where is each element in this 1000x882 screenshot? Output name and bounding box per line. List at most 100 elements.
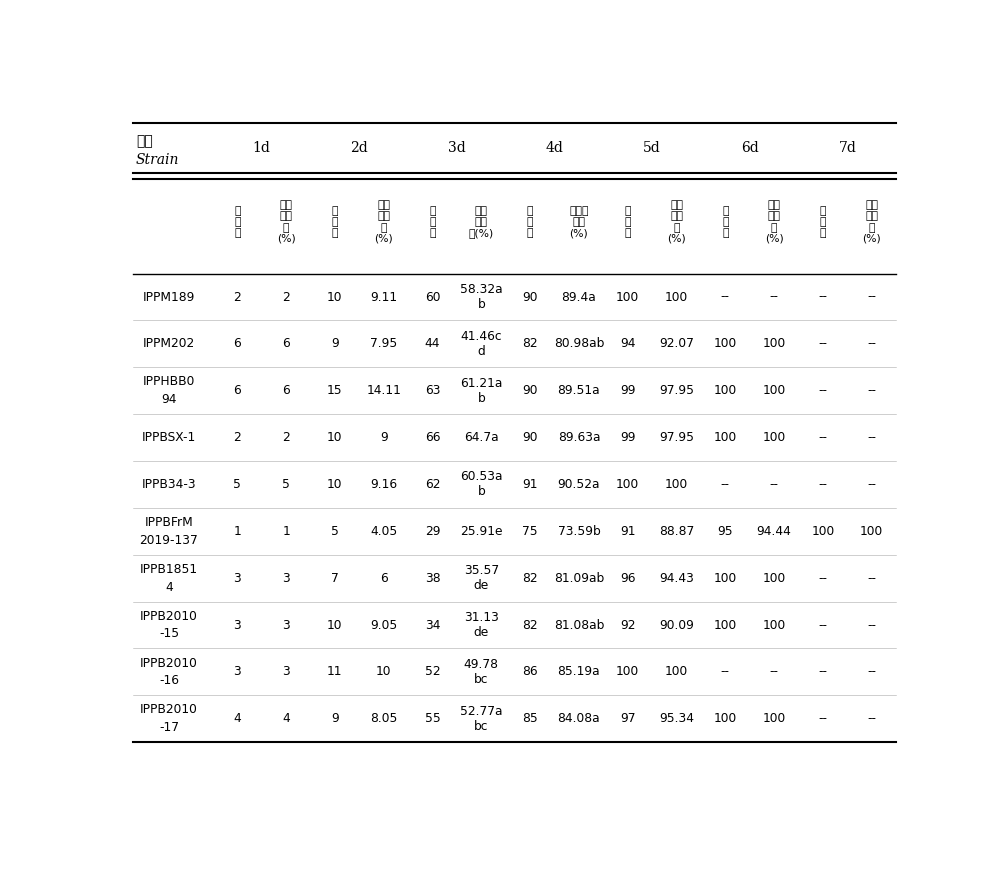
Text: IPPM202: IPPM202 (143, 338, 195, 350)
Text: 97.95: 97.95 (659, 385, 694, 397)
Text: 52: 52 (425, 665, 440, 678)
Text: 94.44: 94.44 (757, 525, 792, 538)
Text: 31.13
de: 31.13 de (464, 611, 499, 639)
Text: 61.21a
b: 61.21a b (460, 377, 502, 405)
Text: 9.16: 9.16 (370, 478, 397, 491)
Text: 35.57
de: 35.57 de (464, 564, 499, 592)
Text: 95: 95 (718, 525, 733, 538)
Text: 75: 75 (522, 525, 538, 538)
Text: 6d: 6d (741, 141, 759, 155)
Text: 52.77a
bc: 52.77a bc (460, 705, 503, 733)
Text: 90: 90 (522, 290, 538, 303)
Text: 3: 3 (233, 618, 241, 632)
Text: --: -- (721, 290, 730, 303)
Text: 88.87: 88.87 (659, 525, 694, 538)
Text: 95.34: 95.34 (659, 713, 694, 725)
Text: 100: 100 (714, 385, 737, 397)
Text: 97.95: 97.95 (659, 431, 694, 445)
Text: 死
亡
率: 死 亡 率 (820, 206, 826, 238)
Text: 100: 100 (811, 525, 835, 538)
Text: 100: 100 (762, 385, 786, 397)
Text: 10: 10 (376, 665, 391, 678)
Text: 99: 99 (620, 431, 635, 445)
Text: 92: 92 (620, 618, 635, 632)
Text: 94.43: 94.43 (659, 572, 694, 585)
Text: 63: 63 (425, 385, 440, 397)
Text: IPPB2010: IPPB2010 (140, 656, 198, 669)
Text: --: -- (818, 618, 827, 632)
Text: 校正
死亡
率
(%): 校正 死亡 率 (%) (862, 200, 881, 243)
Text: 94: 94 (161, 393, 177, 406)
Text: 82: 82 (522, 338, 538, 350)
Text: --: -- (818, 290, 827, 303)
Text: --: -- (867, 572, 876, 585)
Text: IPPB2010: IPPB2010 (140, 609, 198, 623)
Text: --: -- (867, 478, 876, 491)
Text: -15: -15 (159, 627, 179, 640)
Text: 3: 3 (233, 665, 241, 678)
Text: 1d: 1d (253, 141, 271, 155)
Text: 100: 100 (714, 713, 737, 725)
Text: --: -- (770, 290, 779, 303)
Text: 6: 6 (380, 572, 388, 585)
Text: 6: 6 (282, 338, 290, 350)
Text: 3: 3 (233, 572, 241, 585)
Text: 校正
死亡
率(%): 校正 死亡 率(%) (469, 206, 494, 238)
Text: 92.07: 92.07 (659, 338, 694, 350)
Text: 10: 10 (327, 478, 343, 491)
Text: 100: 100 (762, 572, 786, 585)
Text: IPPHBB0: IPPHBB0 (143, 376, 195, 388)
Text: 100: 100 (616, 290, 639, 303)
Text: 9: 9 (331, 338, 339, 350)
Text: 7d: 7d (838, 141, 856, 155)
Text: 7: 7 (331, 572, 339, 585)
Text: 2: 2 (233, 290, 241, 303)
Text: 60.53a
b: 60.53a b (460, 470, 503, 498)
Text: 80.98ab: 80.98ab (554, 338, 604, 350)
Text: 60: 60 (425, 290, 440, 303)
Text: 校正
死亡
率
(%): 校正 死亡 率 (%) (765, 200, 783, 243)
Text: 100: 100 (616, 665, 639, 678)
Text: 10: 10 (327, 431, 343, 445)
Text: 4: 4 (165, 580, 173, 594)
Text: 89.63a: 89.63a (558, 431, 600, 445)
Text: 死
亡
率: 死 亡 率 (527, 206, 533, 238)
Text: 死
亡
率: 死 亡 率 (429, 206, 436, 238)
Text: 89.51a: 89.51a (558, 385, 600, 397)
Text: 10: 10 (327, 618, 343, 632)
Text: 90.09: 90.09 (659, 618, 694, 632)
Text: 100: 100 (714, 338, 737, 350)
Text: --: -- (867, 290, 876, 303)
Text: 6: 6 (233, 338, 241, 350)
Text: -17: -17 (159, 721, 179, 734)
Text: --: -- (867, 431, 876, 445)
Text: --: -- (818, 385, 827, 397)
Text: 100: 100 (762, 431, 786, 445)
Text: --: -- (818, 338, 827, 350)
Text: 100: 100 (860, 525, 883, 538)
Text: IPPBFrM: IPPBFrM (145, 516, 193, 529)
Text: --: -- (818, 431, 827, 445)
Text: --: -- (770, 665, 779, 678)
Text: --: -- (818, 478, 827, 491)
Text: 66: 66 (425, 431, 440, 445)
Text: 100: 100 (665, 665, 688, 678)
Text: --: -- (867, 618, 876, 632)
Text: 97: 97 (620, 713, 635, 725)
Text: 1: 1 (282, 525, 290, 538)
Text: 3: 3 (282, 572, 290, 585)
Text: 15: 15 (327, 385, 343, 397)
Text: 49.78
bc: 49.78 bc (464, 658, 499, 686)
Text: 3d: 3d (448, 141, 466, 155)
Text: 2d: 2d (350, 141, 368, 155)
Text: 100: 100 (714, 572, 737, 585)
Text: 校正
死亡
率
(%): 校正 死亡 率 (%) (277, 200, 295, 243)
Text: 2: 2 (233, 431, 241, 445)
Text: 校正
死亡
率
(%): 校正 死亡 率 (%) (667, 200, 686, 243)
Text: 7.95: 7.95 (370, 338, 397, 350)
Text: 99: 99 (620, 385, 635, 397)
Text: 94: 94 (620, 338, 635, 350)
Text: 死
亡
率: 死 亡 率 (624, 206, 631, 238)
Text: 100: 100 (665, 290, 688, 303)
Text: 96: 96 (620, 572, 635, 585)
